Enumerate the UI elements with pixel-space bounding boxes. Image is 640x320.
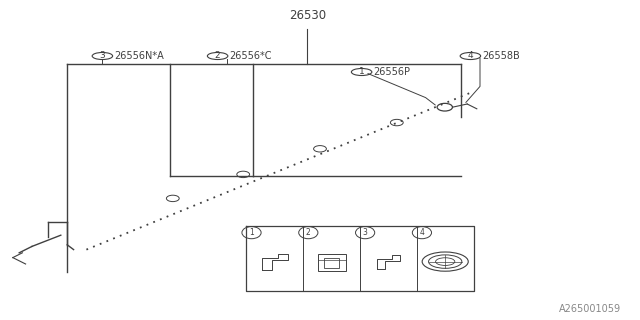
Text: 26558B: 26558B: [482, 51, 520, 61]
Text: 26556N*A: 26556N*A: [114, 51, 164, 61]
Text: 3: 3: [363, 228, 367, 237]
Text: 3: 3: [100, 52, 105, 60]
Text: 1: 1: [359, 68, 364, 76]
Text: 26556*C: 26556*C: [229, 51, 271, 61]
Text: A265001059: A265001059: [559, 304, 621, 314]
Bar: [317, 253, 346, 271]
Text: 26556P: 26556P: [373, 67, 410, 77]
Text: 2: 2: [215, 52, 220, 60]
Text: 4: 4: [468, 52, 473, 60]
Bar: [324, 259, 339, 268]
Text: 2: 2: [306, 228, 310, 237]
Text: 4: 4: [419, 228, 424, 237]
Text: 1: 1: [249, 228, 254, 237]
Text: 26530: 26530: [289, 9, 326, 22]
